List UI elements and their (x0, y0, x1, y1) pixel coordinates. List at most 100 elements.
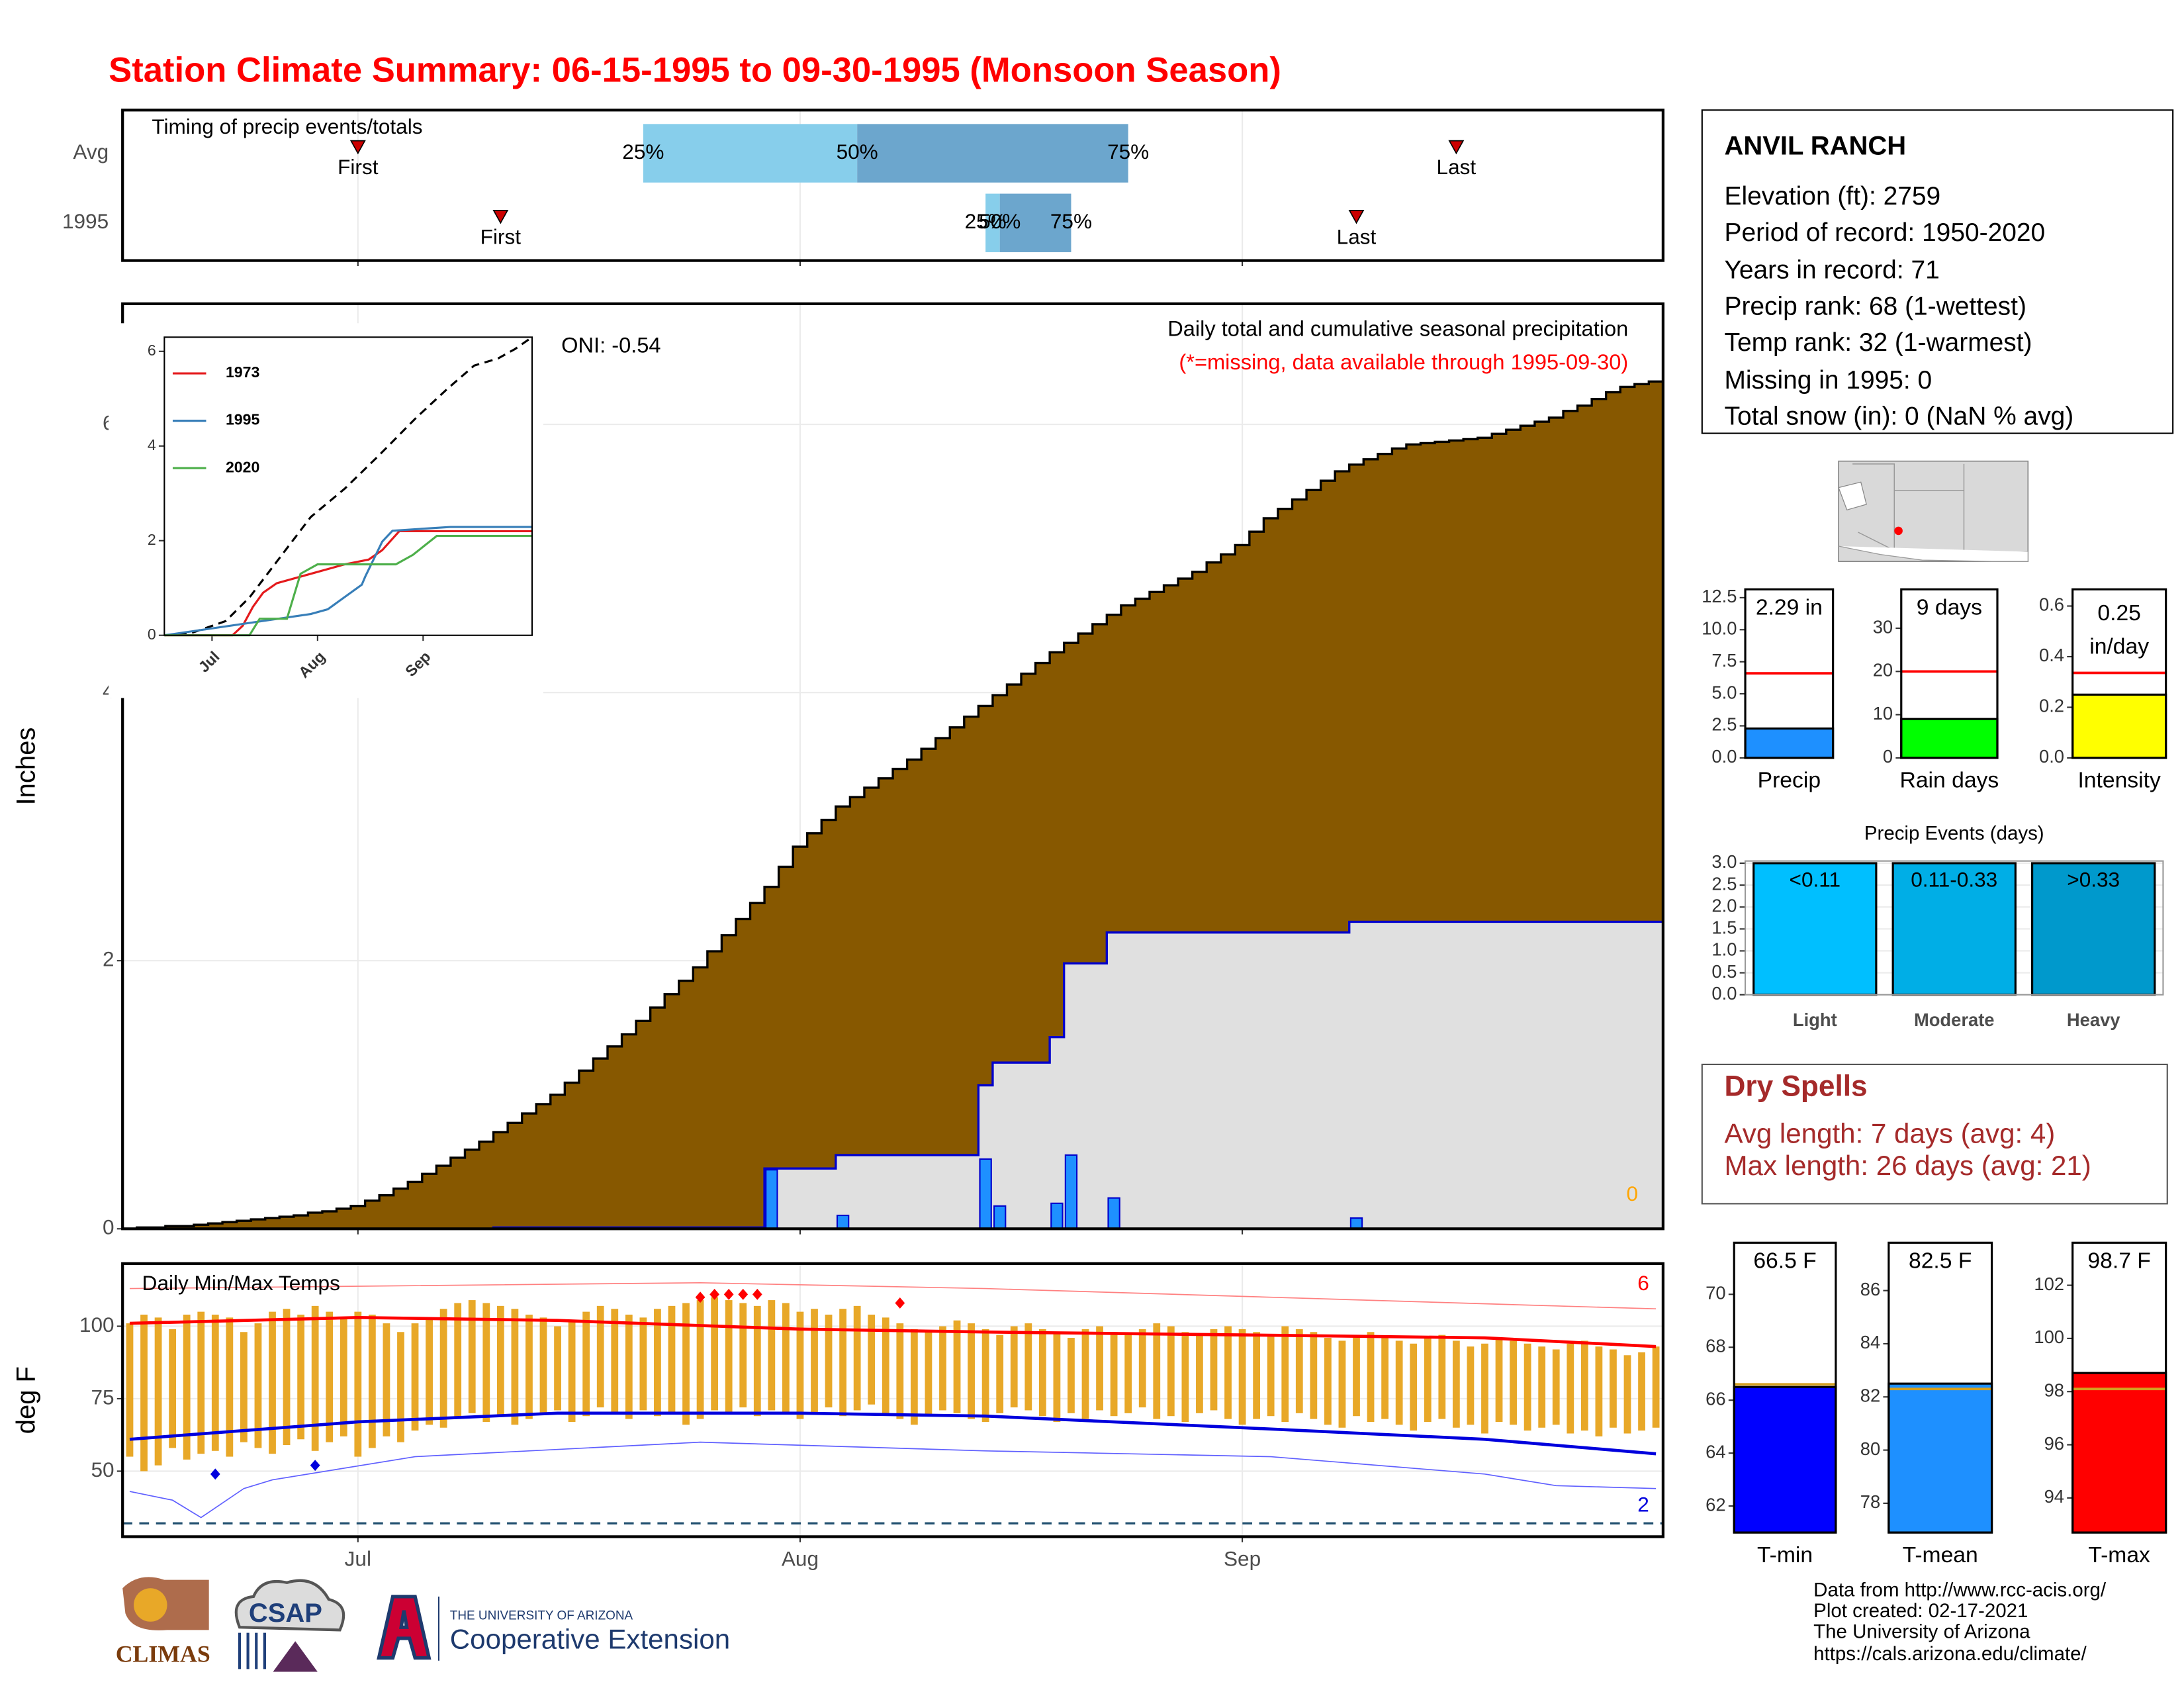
extension-text: Cooperative Extension (450, 1623, 730, 1654)
y-tick-label: 94 (2044, 1486, 2064, 1507)
temp-range-bar (311, 1305, 319, 1451)
temp-range-bar (1395, 1340, 1403, 1425)
daily-bar (1349, 1217, 1363, 1230)
y-tick-label: 2.5 (1711, 714, 1737, 735)
y-tick-label: 98 (2044, 1380, 2064, 1400)
y-tick-label: 68 (1706, 1335, 1725, 1356)
temp-range-bar (996, 1335, 1004, 1413)
temp-range-bar (1153, 1323, 1161, 1419)
legend-label: 2020 (226, 458, 259, 475)
record-count: 2 (1637, 1492, 1649, 1516)
temp-range-bar (1295, 1329, 1303, 1413)
temp-range-bar (1281, 1326, 1289, 1422)
logos: CLIMAS CSAP THE UNIVERSITY OF ARIZONA Co… (116, 1577, 730, 1672)
y-tick-label: 0.0 (1711, 983, 1737, 1004)
temp-range-bar (1238, 1329, 1246, 1425)
value-label: 98.7 F (2087, 1249, 2150, 1274)
quantile-bar (999, 193, 1071, 252)
temp-range-bar (1338, 1340, 1346, 1428)
temp-range-bar (1267, 1335, 1275, 1417)
y-tick-label: 0.2 (2039, 696, 2064, 716)
category-label: T-min (1757, 1543, 1813, 1568)
y-tick-label: 7.5 (1711, 650, 1737, 671)
dry-spells-title: Dry Spells (1724, 1070, 1867, 1102)
temp-range-bar (768, 1300, 776, 1411)
station-line: Total snow (in): 0 (NaN % avg) (1724, 402, 2073, 431)
temp-range-bar (397, 1332, 404, 1442)
line-series (164, 535, 532, 637)
temp-range-bar (169, 1329, 177, 1448)
event-label: First (338, 155, 379, 179)
y-tick-label: 0.0 (2039, 746, 2064, 767)
temp-range-bar (796, 1311, 804, 1419)
temp-range-bar (939, 1326, 946, 1411)
legend-label: 1973 (226, 363, 260, 381)
plot-frame (1888, 1241, 1993, 1534)
line-series (164, 336, 533, 637)
plot-frame (121, 302, 1664, 1231)
y-tick-label: 78 (1860, 1491, 1880, 1512)
temp-range-bar (1638, 1352, 1645, 1431)
footer-line: Plot created: 02-17-2021 (1813, 1600, 2028, 1622)
temp-range-bar (981, 1329, 989, 1422)
panel-title: Daily Min/Max Temps (142, 1271, 340, 1295)
temp-range-bar (1224, 1326, 1232, 1419)
temp-range-bar (496, 1305, 504, 1417)
record-marker (895, 1297, 905, 1309)
map-frame (1838, 460, 2029, 563)
y-tick-label: 100 (79, 1313, 114, 1336)
plot-frame (2071, 588, 2167, 759)
bar (1733, 1385, 1837, 1534)
y-tick-label: 102 (2034, 1274, 2064, 1294)
daily-bar (1064, 1154, 1078, 1230)
bar (2071, 693, 2167, 759)
temp-range-bar (1310, 1332, 1318, 1419)
temp-range-bar (1038, 1329, 1046, 1417)
csap-cloud (234, 1579, 345, 1632)
panel-title: Timing of precip events/totals (152, 115, 422, 138)
temp-range-bar (554, 1326, 561, 1411)
temp-range-bar (1538, 1346, 1546, 1428)
temp-range-bar (1510, 1340, 1517, 1425)
temp-range-bar (868, 1314, 876, 1405)
temp-range-bar (582, 1311, 590, 1417)
y-tick-label: 75 (91, 1385, 114, 1409)
temp-range-bar (439, 1309, 447, 1428)
temp-range-bar (1181, 1332, 1189, 1422)
station-line: Precip rank: 68 (1-wettest) (1724, 292, 2026, 320)
y-tick-label: 0.5 (1711, 961, 1737, 982)
y-tick-label: 0 (148, 626, 156, 643)
temp-range-bar (1481, 1343, 1488, 1434)
event-label: Last (1437, 155, 1477, 179)
missing-count: 0 (1626, 1182, 1638, 1205)
temp-range-bar (254, 1323, 262, 1448)
temp-range-bar (426, 1317, 433, 1425)
footer-line: The University of Arizona (1813, 1620, 2030, 1642)
map-mexico (1838, 545, 2028, 562)
temp-range-bar (1353, 1335, 1360, 1417)
y-tick-label: 0.0 (1711, 746, 1737, 767)
temp-range-bar (1452, 1340, 1460, 1428)
quantile-label: 75% (1050, 209, 1092, 233)
dry-spells-line: Avg length: 7 days (avg: 4) (1724, 1117, 2055, 1149)
y-tick-label: 96 (2044, 1433, 2064, 1454)
temp-range-bar (711, 1297, 719, 1411)
y-tick-label: 10 (1873, 703, 1893, 724)
temp-range-bar (882, 1317, 889, 1413)
plot-frame (121, 1262, 1664, 1538)
temp-range-bar (1110, 1332, 1118, 1417)
y-tick-label: 64 (1706, 1441, 1725, 1462)
temp-range-bar (753, 1305, 761, 1417)
y-tick-label: 2.5 (1711, 873, 1737, 894)
y-tick-label: 100 (2034, 1327, 2064, 1347)
temp-range-bar (925, 1332, 933, 1417)
daily-bar (1107, 1197, 1120, 1230)
station-panel (1701, 109, 2174, 434)
temp-range-bar (625, 1314, 633, 1419)
temp-range-bar (1381, 1338, 1388, 1419)
bar (1900, 718, 1999, 759)
quantile-label: 50% (979, 209, 1021, 233)
temp-range-bar (297, 1314, 304, 1440)
map-region (1838, 481, 1867, 511)
y-tick-label: 6 (148, 342, 156, 359)
